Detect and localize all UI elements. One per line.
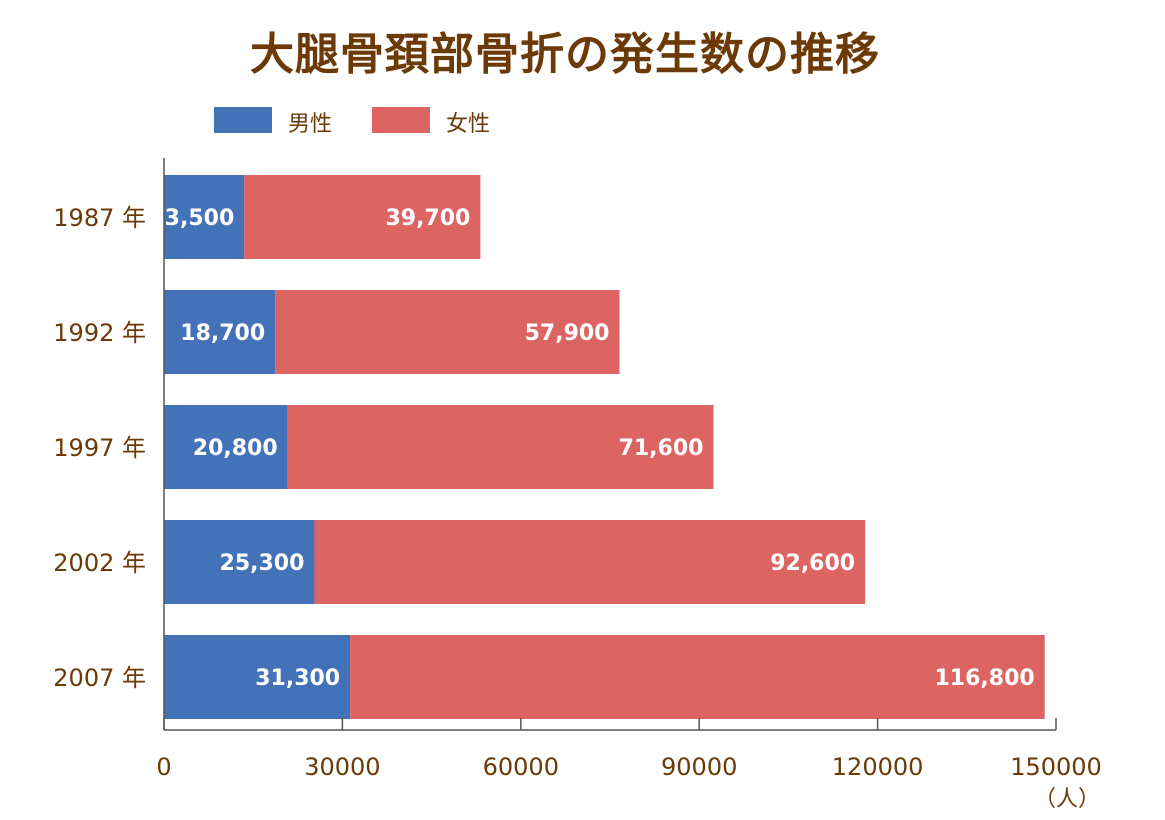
x-tick-label-0: 0 — [156, 753, 171, 781]
y-tick-label-3: 2002 年 — [53, 549, 146, 577]
x-tick-label-1: 30000 — [304, 753, 380, 781]
y-tick-label-0: 1987 年 — [53, 204, 146, 232]
x-tick-label-2: 60000 — [483, 753, 559, 781]
x-axis-unit: （人） — [1034, 787, 1100, 812]
data-label-female-1: 57,900 — [525, 321, 610, 346]
data-label-male-4: 31,300 — [255, 666, 340, 691]
bar-female-3 — [314, 520, 866, 604]
data-label-female-2: 71,600 — [619, 436, 704, 461]
legend-swatch-female — [372, 107, 430, 133]
data-label-female-3: 92,600 — [770, 551, 855, 576]
bar-female-4 — [350, 635, 1045, 719]
x-tick-label-5: 150000 — [1010, 753, 1102, 781]
legend-swatch-male — [214, 107, 272, 133]
bar-male-3 — [164, 520, 315, 604]
data-label-female-0: 39,700 — [385, 206, 470, 231]
data-label-male-1: 18,700 — [180, 321, 265, 346]
x-tick-label-3: 90000 — [661, 753, 737, 781]
y-tick-label-2: 1997 年 — [53, 434, 146, 462]
legend-label-female: 女性 — [446, 112, 491, 137]
legend-label-male: 男性 — [288, 112, 333, 137]
y-tick-label-4: 2007 年 — [53, 664, 146, 692]
bar-male-1 — [164, 290, 276, 374]
chart-title: 大腿骨頚部骨折の発生数の推移 — [250, 29, 880, 80]
bar-female-0 — [244, 175, 481, 259]
bar-male-2 — [164, 405, 288, 489]
x-tick-label-4: 120000 — [832, 753, 924, 781]
bar-male-4 — [164, 635, 351, 719]
data-label-male-0: 13,500 — [149, 206, 234, 231]
bar-female-1 — [275, 290, 620, 374]
bar-male-0 — [164, 175, 245, 259]
y-tick-label-1: 1992 年 — [53, 319, 146, 347]
data-label-male-3: 25,300 — [220, 551, 305, 576]
data-label-female-4: 116,800 — [934, 666, 1034, 691]
data-label-male-2: 20,800 — [193, 436, 278, 461]
bar-female-2 — [287, 405, 714, 489]
